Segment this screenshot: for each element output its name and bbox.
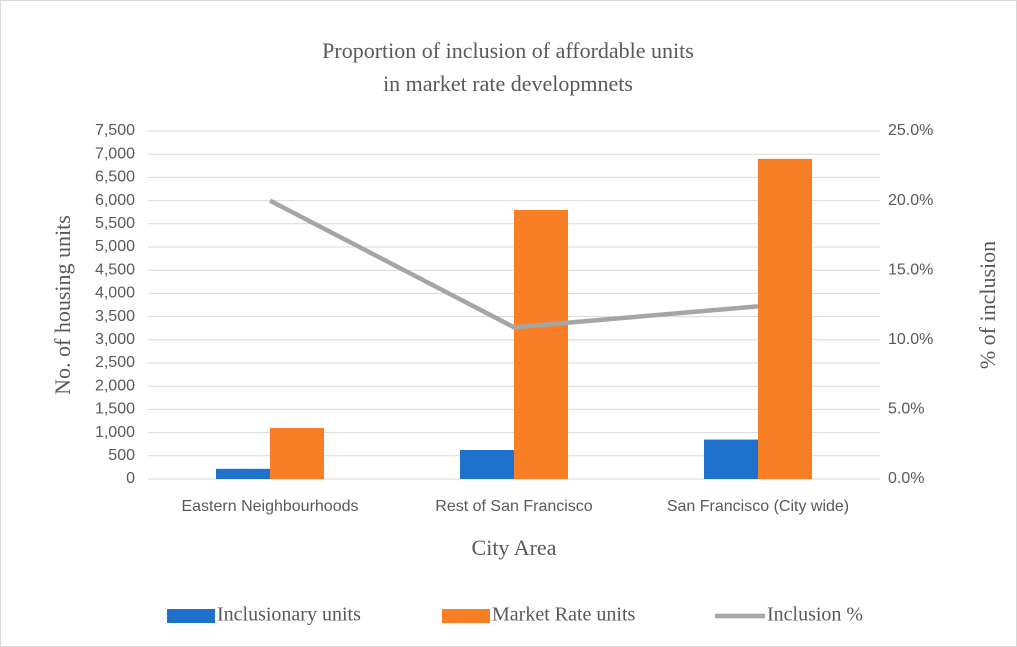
y-tick-label: 4,500 <box>95 261 135 278</box>
y2-tick-label: 20.0% <box>888 192 933 209</box>
legend-swatch <box>167 609 215 623</box>
legend-label: Market Rate units <box>492 604 636 626</box>
x-axis-title: City Area <box>472 535 557 560</box>
bar <box>758 158 812 479</box>
bar <box>460 450 514 479</box>
legend-label: Inclusion % <box>767 604 863 626</box>
y-tick-label: 6,500 <box>95 169 135 186</box>
x-tick-label: San Francisco (City wide) <box>667 498 849 515</box>
x-tick-label: Rest of San Francisco <box>435 498 593 515</box>
y2-tick-label: 10.0% <box>888 331 933 348</box>
y2-tick-label: 25.0% <box>888 122 933 139</box>
y-tick-label: 0 <box>126 470 135 487</box>
y2-tick-label: 0.0% <box>888 470 924 487</box>
y-tick-label: 1,500 <box>95 401 135 418</box>
x-tick-label: Eastern Neighbourhoods <box>181 498 358 515</box>
legend-label: Inclusionary units <box>217 604 361 626</box>
bar <box>514 209 568 479</box>
y-tick-label: 4,000 <box>95 285 135 302</box>
y-tick-label: 3,500 <box>95 308 135 325</box>
legend-swatch <box>442 609 490 623</box>
y-tick-label: 6,000 <box>95 192 135 209</box>
chart-title: in market rate developmnets <box>383 71 633 96</box>
y-tick-label: 500 <box>108 447 135 464</box>
y-tick-label: 7,000 <box>95 145 135 162</box>
bar <box>270 427 324 479</box>
y-tick-label: 5,500 <box>95 215 135 232</box>
bar <box>704 439 758 479</box>
y2-axis-title: % of inclusion <box>975 241 1000 369</box>
bar <box>216 468 270 479</box>
y-axis-title: No. of housing units <box>50 215 75 395</box>
line-series <box>268 198 759 330</box>
y-tick-label: 5,000 <box>95 238 135 255</box>
y-tick-label: 1,000 <box>95 424 135 441</box>
chart-title: Proportion of inclusion of affordable un… <box>322 38 694 63</box>
y2-tick-label: 15.0% <box>888 261 933 278</box>
y-tick-label: 7,500 <box>95 122 135 139</box>
y-tick-label: 2,500 <box>95 354 135 371</box>
y-tick-label: 3,000 <box>95 331 135 348</box>
y-tick-label: 2,000 <box>95 377 135 394</box>
y2-tick-label: 5.0% <box>888 401 924 418</box>
